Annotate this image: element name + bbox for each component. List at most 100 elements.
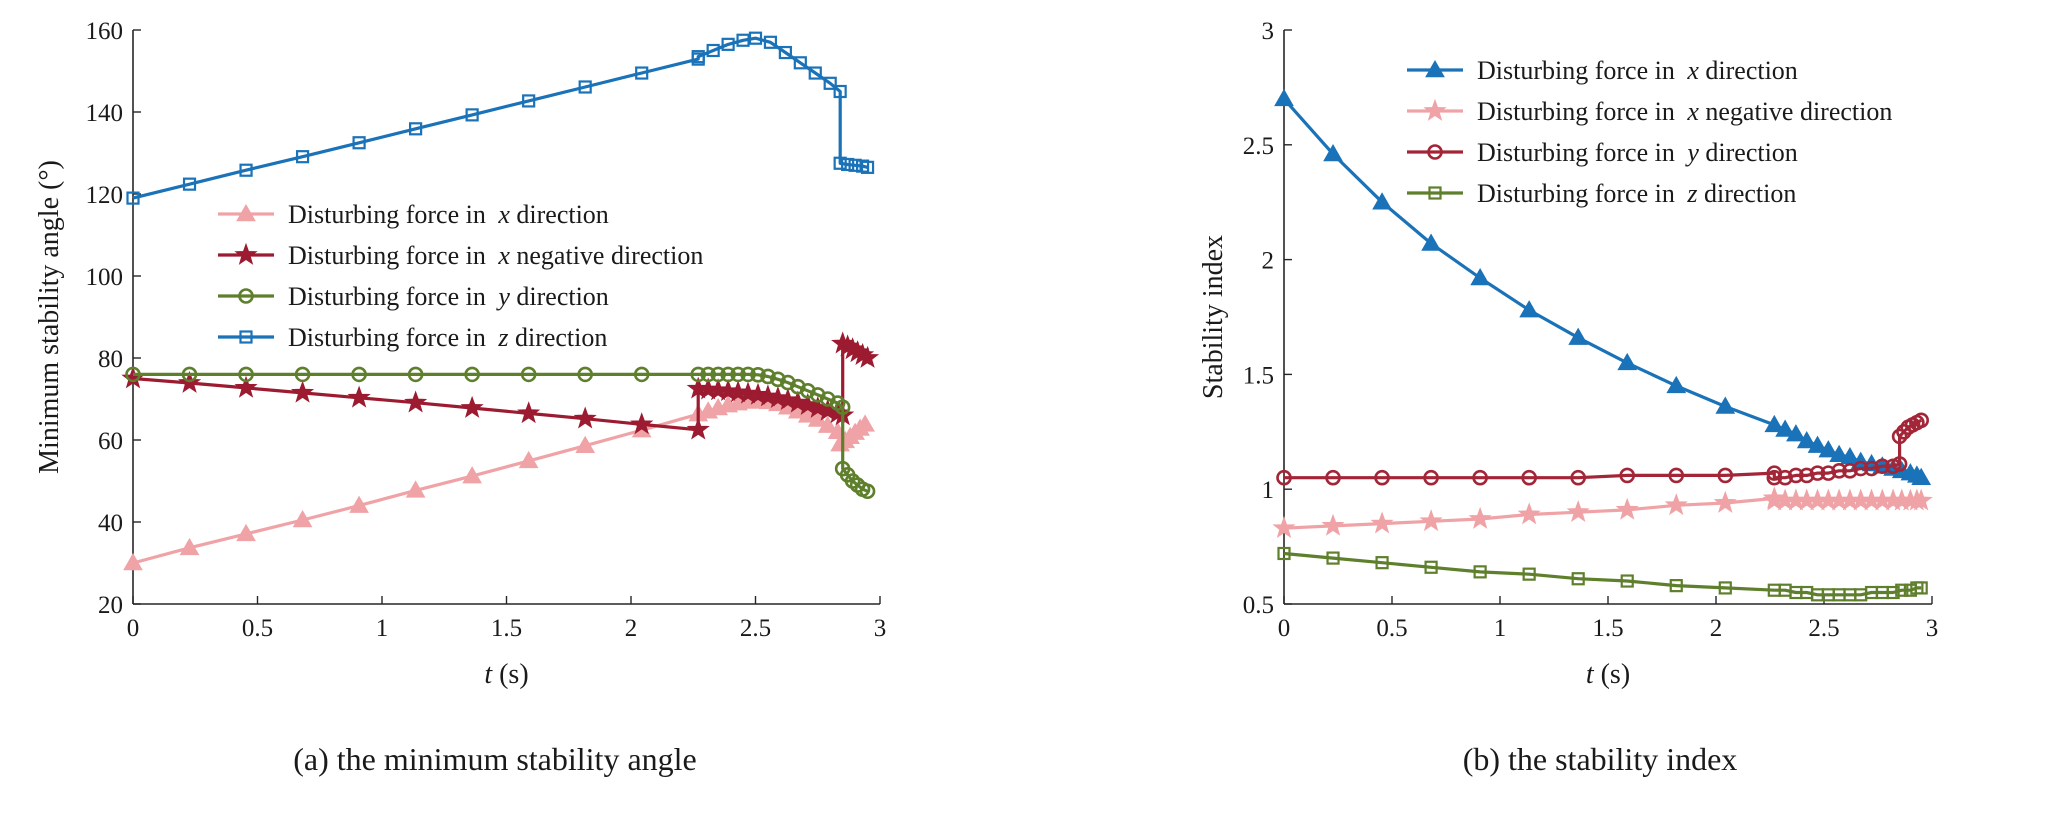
data-point-16 bbox=[750, 367, 766, 383]
data-point-8 bbox=[1664, 493, 1688, 516]
data-point-19 bbox=[1852, 460, 1869, 477]
y-axis-label: Minimum stability angle (°) bbox=[34, 160, 65, 474]
data-point-2 bbox=[1370, 511, 1394, 534]
chart-a: 0 0.5 1 1.5 2 2.5 3 20 40 60 80 100 120 140 160 t (s) Mi… bbox=[34, 18, 886, 777]
data-point-5 bbox=[404, 390, 428, 413]
data-point-7 bbox=[518, 450, 539, 469]
x-tick-label: 2 bbox=[625, 615, 638, 642]
data-point-12 bbox=[1777, 469, 1793, 486]
data-point-14 bbox=[1798, 467, 1815, 484]
legend-label-suffix: direction bbox=[1699, 56, 1798, 85]
data-point-0 bbox=[1277, 546, 1291, 561]
data-point-3 bbox=[1423, 469, 1439, 486]
data-point-19 bbox=[808, 66, 822, 80]
legend-label: Disturbing force in x negative direction bbox=[288, 241, 703, 270]
data-point-2 bbox=[236, 523, 256, 542]
x-axis-label-unit: (s) bbox=[1594, 659, 1631, 690]
y-tick-label: 2 bbox=[1262, 248, 1275, 275]
data-point-32 bbox=[855, 345, 880, 368]
data-point-legend bbox=[1425, 59, 1445, 78]
data-point-13 bbox=[721, 37, 735, 51]
legend-label-prefix: Disturbing force in bbox=[288, 241, 492, 270]
x-tick-label: 2.5 bbox=[1808, 615, 1839, 642]
legend-label-prefix: Disturbing force in bbox=[288, 200, 492, 229]
data-point-3 bbox=[1421, 233, 1441, 251]
data-point-4 bbox=[1473, 565, 1487, 579]
data-point-9 bbox=[1717, 467, 1734, 484]
data-point-4 bbox=[1472, 469, 1488, 486]
data-point-legend bbox=[1423, 98, 1447, 121]
data-point-23 bbox=[817, 415, 838, 433]
data-point-5 bbox=[1521, 469, 1537, 486]
data-point-4 bbox=[349, 495, 369, 513]
data-point-legend bbox=[236, 203, 256, 222]
data-point-5 bbox=[1522, 567, 1536, 581]
data-point-24 bbox=[848, 158, 862, 172]
data-point-15 bbox=[748, 31, 763, 45]
data-point-5 bbox=[1517, 502, 1541, 525]
data-point-1 bbox=[179, 537, 200, 556]
x-axis-label-var: t bbox=[1586, 659, 1595, 690]
data-point-10 bbox=[1764, 414, 1785, 433]
data-point-3 bbox=[294, 366, 311, 383]
data-point-17 bbox=[1831, 463, 1847, 479]
data-point-0 bbox=[1276, 469, 1292, 486]
legend-label-var: x bbox=[497, 200, 510, 229]
data-point-14 bbox=[730, 366, 746, 383]
data-point-31 bbox=[859, 483, 876, 500]
data-point-18 bbox=[770, 371, 786, 388]
data-point-16 bbox=[1829, 444, 1849, 463]
data-point-6 bbox=[1568, 327, 1589, 345]
data-point-8 bbox=[578, 80, 592, 94]
data-point-4 bbox=[1470, 267, 1490, 286]
x-tick-label: 3 bbox=[1926, 615, 1939, 642]
data-point-6 bbox=[1570, 469, 1586, 486]
x-tick-label: 0.5 bbox=[242, 615, 273, 642]
data-point-7 bbox=[517, 401, 541, 424]
data-point-9 bbox=[1713, 490, 1737, 513]
data-point-21 bbox=[1886, 585, 1900, 600]
data-point-22 bbox=[833, 156, 847, 170]
data-point-3 bbox=[292, 509, 313, 528]
legend-label-suffix: direction bbox=[1697, 179, 1796, 208]
figure-caption: (a) the minimum stability angle bbox=[293, 741, 696, 777]
data-point-6 bbox=[462, 466, 482, 484]
legend-label-var: z bbox=[497, 323, 508, 352]
data-point-8 bbox=[577, 366, 593, 383]
y-tick-label: 1 bbox=[1262, 477, 1275, 504]
x-tick-label: 1.5 bbox=[491, 615, 522, 642]
data-point-12 bbox=[706, 43, 720, 58]
legend-label-suffix: negative direction bbox=[510, 241, 703, 270]
data-point-8 bbox=[1668, 467, 1685, 484]
data-point-11 bbox=[691, 50, 705, 64]
data-point-9 bbox=[633, 366, 650, 383]
data-point-16 bbox=[1820, 465, 1837, 481]
data-point-22 bbox=[1895, 583, 1909, 597]
legend-entry: Disturbing force in z direction bbox=[1407, 179, 1796, 208]
data-point-23 bbox=[1891, 456, 1908, 472]
y-axis-label: Stability index bbox=[1198, 235, 1229, 399]
y-tick-label: 0.5 bbox=[1243, 592, 1274, 619]
data-point-4 bbox=[352, 136, 366, 150]
y-tick-label: 2.5 bbox=[1243, 133, 1274, 160]
data-point-11 bbox=[1775, 419, 1795, 437]
series-line bbox=[133, 372, 869, 493]
legend-label-suffix: direction bbox=[508, 323, 607, 352]
legend-label: Disturbing force in x negative direction bbox=[1477, 97, 1892, 126]
legend-label: Disturbing force in x direction bbox=[1477, 56, 1798, 85]
x-tick-label: 1 bbox=[376, 615, 389, 642]
data-point-18 bbox=[1842, 463, 1858, 479]
y-tick-label: 20 bbox=[98, 592, 123, 619]
axes: 0 0.5 1 1.5 2 2.5 3 20 40 60 80 100 120 140 160 bbox=[86, 18, 887, 642]
data-point-2 bbox=[238, 366, 254, 383]
x-axis-label: t (s) bbox=[1586, 659, 1630, 690]
data-point-2 bbox=[1375, 556, 1389, 570]
data-point-6 bbox=[1571, 572, 1585, 586]
legend-label-var: y bbox=[1684, 138, 1699, 167]
data-point-6 bbox=[464, 366, 480, 383]
x-tick-label: 0.5 bbox=[1376, 615, 1407, 642]
y-tick-label: 40 bbox=[98, 510, 123, 537]
data-point-8 bbox=[575, 435, 596, 453]
legend-label-prefix: Disturbing force in bbox=[1477, 97, 1681, 126]
